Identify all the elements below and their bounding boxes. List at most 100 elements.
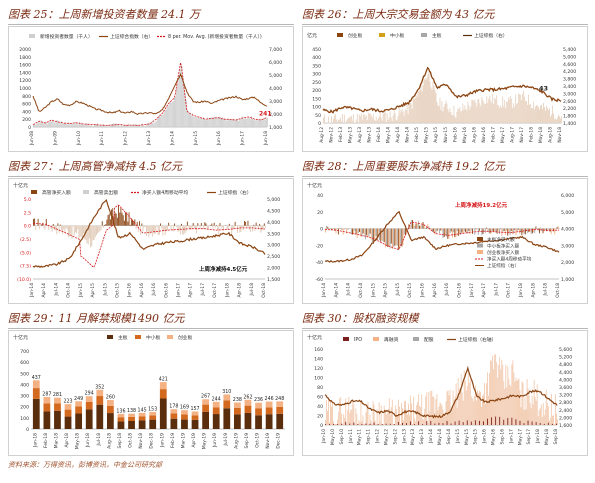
net-buy-bar <box>56 225 58 235</box>
x-tick-label: Jan-17 <box>469 283 475 298</box>
y2-tick-label: 5,400 <box>563 47 576 53</box>
y2-tick-label: 2,000 <box>561 260 574 266</box>
investor-bar <box>107 124 109 127</box>
refinancing-bar <box>502 364 504 425</box>
net-buy-bar <box>72 225 74 227</box>
refinancing-bar <box>535 400 537 425</box>
refinancing-bar <box>327 411 328 425</box>
stacked-bar-segment <box>32 388 40 399</box>
net-buy-bar <box>534 228 536 234</box>
stacked-bar-segment <box>106 400 114 406</box>
block-trade-bar <box>451 115 453 123</box>
index-line <box>322 66 562 114</box>
refinancing-bar <box>475 400 477 425</box>
net-buy-bar <box>101 221 103 226</box>
net-buy-bar <box>141 223 143 226</box>
net-buy-bar <box>148 225 150 238</box>
block-trade-bar <box>412 97 414 123</box>
ipo-bar <box>373 422 375 425</box>
x-tick-label: May-13 <box>348 127 354 143</box>
block-trade-bar <box>414 98 416 123</box>
x-tick-label: Jan-14 <box>321 283 327 298</box>
investor-bar <box>214 116 216 127</box>
block-trade-bar <box>415 95 417 123</box>
investor-bar <box>171 101 173 127</box>
investor-bar <box>189 113 190 127</box>
net-buy-bar <box>400 228 402 247</box>
refinancing-bar <box>350 409 352 425</box>
net-buy-bar <box>374 228 376 242</box>
stacked-bar-segment <box>138 416 146 421</box>
x-tick-label: Apr-18 <box>530 283 536 298</box>
investor-bar <box>127 126 128 127</box>
investor-bar <box>89 125 91 127</box>
block-trade-bar <box>515 94 517 123</box>
investor-bar <box>237 118 238 127</box>
y2-tick-label: 3,500 <box>267 231 280 237</box>
refinancing-bar <box>329 422 330 425</box>
x-tick-label: May-13 <box>410 429 416 445</box>
net-buy-bar <box>523 228 525 235</box>
stacked-bar-segment <box>54 410 61 429</box>
unit-label: 十亿元 <box>13 334 28 341</box>
x-tick-label: Aug-15 <box>433 127 439 143</box>
x-tick-label: Jun-14 <box>169 131 175 146</box>
investor-bar <box>146 123 148 127</box>
investor-bar <box>38 121 40 127</box>
net-buy-bar <box>493 228 495 232</box>
x-tick-label: Jul-16 <box>151 283 157 297</box>
refinancing-bar <box>531 395 533 425</box>
block-trade-bar <box>401 109 403 123</box>
investor-bar <box>257 120 259 127</box>
refinancing-bar <box>536 384 538 425</box>
net-buy-bar <box>135 225 137 229</box>
investor-bar <box>72 123 74 127</box>
investor-bar <box>259 120 261 127</box>
investor-bar <box>160 116 162 127</box>
refinancing-bar <box>520 407 522 425</box>
refinancing-bar <box>422 418 424 425</box>
net-buy-bar <box>108 213 110 226</box>
x-tick-label: Jul-15 <box>102 283 108 297</box>
refinancing-bar <box>505 364 507 425</box>
refinancing-bar <box>470 396 472 425</box>
net-buy-bar <box>363 228 365 235</box>
net-buy-bar <box>149 225 151 235</box>
block-trade-bar <box>524 96 526 123</box>
investor-bar <box>116 123 118 127</box>
investor-bar <box>61 123 63 127</box>
refinancing-bar <box>330 400 331 425</box>
refinancing-bar <box>412 423 414 425</box>
refinancing-bar <box>379 421 381 425</box>
net-buy-bar <box>252 225 254 232</box>
block-trade-bar <box>540 105 541 123</box>
refinancing-bar <box>358 420 360 425</box>
x-tick-label: Jun-09 <box>52 131 58 146</box>
moving-average-line <box>32 62 268 126</box>
net-buy-bar <box>172 225 174 232</box>
y2-tick-label: 1,400 <box>563 121 576 127</box>
block-trade-bar <box>346 119 348 123</box>
stacked-bar-segment <box>43 397 51 404</box>
investor-bar <box>218 116 220 127</box>
net-buy-bar <box>167 225 168 231</box>
ipo-bar <box>523 423 525 425</box>
net-buy-bar <box>340 227 342 229</box>
net-buy-bar <box>175 225 177 227</box>
block-trade-bar <box>440 110 442 123</box>
x-tick-label: Oct-16 <box>163 283 169 298</box>
net-buy-bar <box>535 226 537 229</box>
refinancing-bar <box>342 424 344 425</box>
x-tick-label: May-16 <box>491 429 497 445</box>
stacked-bar-segment <box>276 401 284 407</box>
net-buy-bar <box>261 225 263 231</box>
net-buy-bar <box>106 219 108 226</box>
x-tick-label: Jan-18 <box>535 429 541 444</box>
refinancing-bar <box>459 390 461 425</box>
net-buy-bar <box>233 225 235 229</box>
investor-bar <box>174 97 175 127</box>
x-tick-label: Apr-14 <box>333 283 339 298</box>
net-buy-bar <box>263 223 265 226</box>
net-buy-bar <box>241 225 243 228</box>
